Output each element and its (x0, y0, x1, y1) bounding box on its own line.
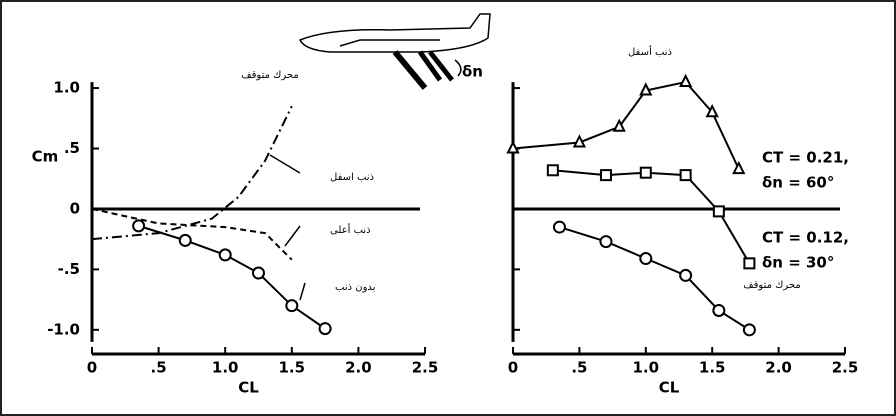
x-tick-label: 2.5 (832, 359, 859, 377)
chart-title: ذنب أسفل (628, 45, 672, 58)
x-tick-label: 1.0 (212, 359, 239, 377)
point (639, 252, 653, 266)
leader (284, 225, 301, 247)
annotation: δn = 60° (762, 174, 834, 192)
point (679, 73, 693, 88)
y-axis-label: Cm (32, 148, 59, 166)
point (639, 166, 652, 179)
point (743, 257, 756, 270)
point (572, 134, 587, 148)
x-tick-label: 2.0 (765, 359, 792, 377)
y-tick-label: .5 (64, 139, 80, 157)
series-line (552, 169, 751, 264)
point (612, 118, 626, 132)
x-tick-label: 1.5 (279, 359, 306, 377)
y-tick-label: 1.0 (53, 79, 80, 97)
annotation: δn = 30° (762, 254, 834, 272)
x-axis-label: CL (238, 379, 259, 397)
leader (299, 282, 306, 301)
point (599, 235, 613, 249)
annotation: CT = 0.12, (762, 229, 849, 247)
annotation: CT = 0.21, (762, 149, 849, 167)
point (679, 169, 692, 182)
series-label: بدون ذنب (335, 282, 375, 293)
point (639, 82, 653, 96)
x-tick-label: .5 (151, 359, 167, 377)
nozzle-label: δn (462, 63, 483, 81)
series-line (91, 207, 293, 261)
point (546, 164, 559, 177)
x-tick-label: 0 (87, 359, 97, 377)
point (679, 268, 693, 282)
annotation: محرك متوقف (241, 70, 298, 81)
series-label: ذنب اسفل (330, 172, 374, 183)
series-line (91, 105, 293, 241)
y-tick-label: -.5 (58, 260, 80, 278)
x-tick-label: 2.0 (345, 359, 372, 377)
airplane-sketch (298, 13, 491, 90)
point (712, 303, 726, 317)
point (132, 219, 146, 233)
point (506, 140, 520, 154)
point (178, 233, 192, 247)
point (552, 220, 566, 234)
leader (269, 154, 301, 174)
point (252, 266, 265, 280)
x-tick-label: .5 (571, 359, 587, 377)
point (732, 160, 746, 175)
point (218, 248, 232, 262)
x-axis-label: CL (659, 379, 680, 397)
point (285, 299, 299, 313)
x-tick-label: 1.0 (633, 359, 660, 377)
series-line (138, 224, 326, 330)
point (599, 169, 612, 182)
annotation: محرك متوقف (743, 280, 800, 291)
point (712, 205, 725, 218)
y-tick-label: -1.0 (47, 320, 80, 338)
x-tick-label: 0 (508, 359, 518, 377)
point (742, 323, 756, 337)
point (705, 104, 719, 118)
point (318, 322, 332, 336)
y-tick-label: 0 (70, 199, 80, 217)
x-tick-label: 1.5 (699, 359, 726, 377)
series-label: ذنب أعلى (330, 223, 371, 236)
x-tick-label: 2.5 (412, 359, 439, 377)
